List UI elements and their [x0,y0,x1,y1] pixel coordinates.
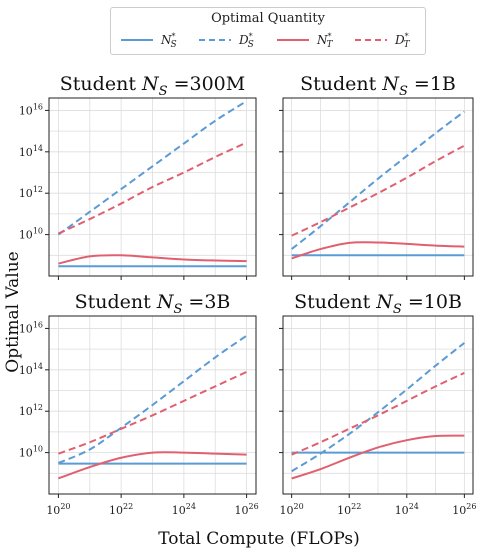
x-tick-label: 1026 [234,502,258,517]
legend-label-nt: N*T [317,32,333,51]
plot-frame [282,97,474,277]
panels: 1010 1012 1014 1016 Student NS =300M Student … [19,73,477,517]
x-tick-label: 1022 [337,502,361,517]
series-line-d-t [291,372,465,456]
legend-title: Optimal Quantity [211,11,325,26]
series-line-d-s [57,100,248,236]
plot-frame [282,315,474,495]
series-line-d-s [291,110,465,250]
series-line-n-t [58,451,247,480]
y-tick-label: 1016 [19,320,43,335]
y-axis-label: Optimal Value [3,251,23,372]
panel-2: Student NS =1B [279,73,474,280]
x-tick-label: 1024 [395,502,419,517]
panel-title-1: Student NS =300M [60,73,245,99]
x-axis-label: Total Compute (FLOPs) [158,529,360,549]
x-tick-label: 1020 [46,502,70,517]
y-tick-label: 1014 [19,362,43,377]
x-tick-label: 1024 [172,502,196,517]
y-tick-label: 1016 [19,102,43,117]
legend: Optimal Quantity N*S D*S N*T D*T [110,7,426,55]
series-line-d-t [57,141,248,235]
plot-frame [48,315,257,495]
series-line-d-s [58,334,248,464]
legend-label-ds: D*S [239,32,254,51]
plot-frame [48,97,257,277]
y-tick-label: 1010 [19,227,43,242]
y-tick-label: 1012 [19,403,43,418]
panel-title-2: Student NS =1B [300,73,456,99]
series-line-d-s [291,342,465,473]
series-line-n-t [291,434,465,480]
y-tick-label: 1012 [19,185,43,200]
series-line-n-t [58,254,247,265]
panel-4: 1020 1022 1024 1026 Student NS =10B [279,291,476,517]
x-tick-label: 1022 [109,502,133,517]
panel-1: 1010 1012 1014 1016 Student NS =300M [19,73,257,280]
x-tick-label: 1026 [452,502,476,517]
x-tick-label: 1020 [280,502,304,517]
y-tick-label: 1010 [19,445,43,460]
legend-label-ns: N*S [161,32,177,51]
series-line-d-t [58,370,248,455]
series-line-n-t [291,241,465,260]
panel-3: 1020 1022 1024 1026 1010 1012 1014 1016 Student … [19,291,259,517]
legend-label-dt: D*T [395,32,410,51]
panel-title-4: Student NS =10B [294,291,462,317]
y-tick-label: 1014 [19,144,43,159]
panel-title-3: Student NS =3B [75,291,231,317]
